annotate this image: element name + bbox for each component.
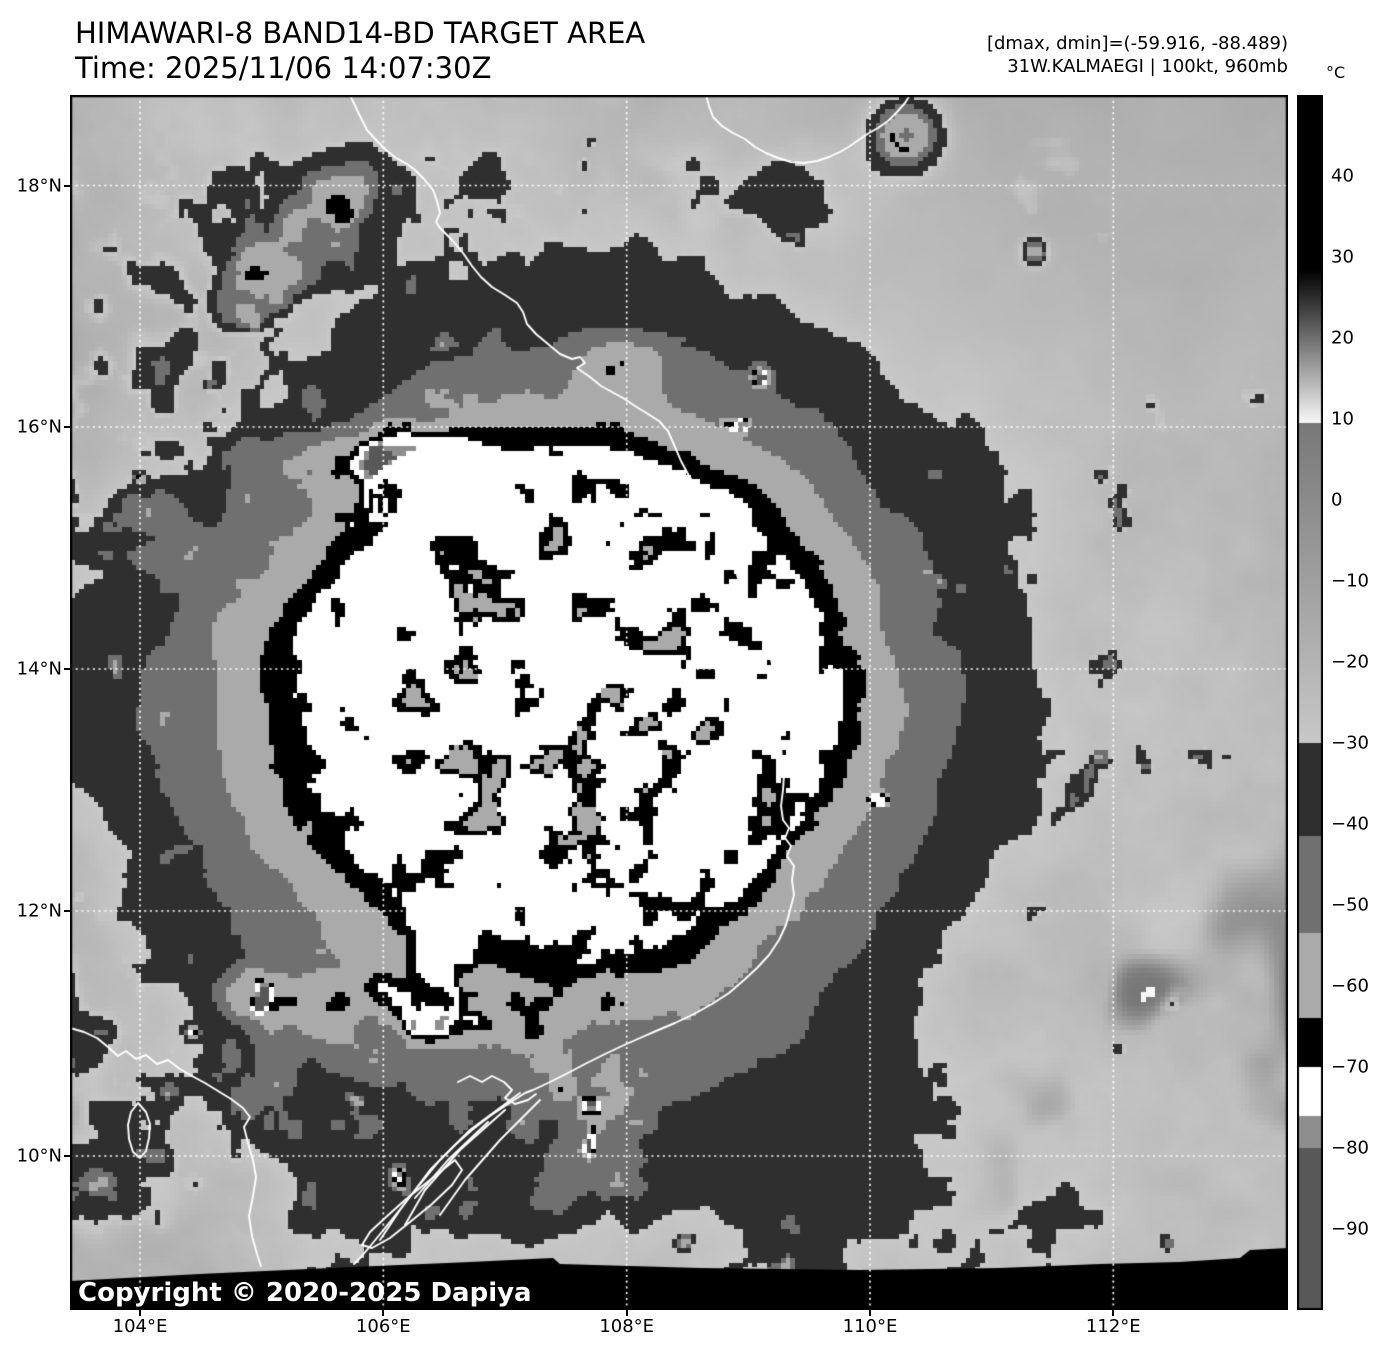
y-tick-mark: [64, 426, 70, 428]
y-tick-label: 16°N: [16, 416, 62, 438]
x-tick-mark: [382, 1310, 385, 1316]
x-tick-label: 112°E: [1085, 1316, 1141, 1337]
copyright-label: Copyright © 2020-2025 Dapiya: [78, 1278, 532, 1308]
dmax-dmin-label: [dmax, dmin]=(-59.916, -88.489): [986, 33, 1288, 54]
x-tick-label: 104°E: [112, 1316, 168, 1337]
colorbar-tick-label: 0: [1331, 489, 1343, 511]
x-tick-label: 106°E: [355, 1316, 411, 1337]
colorbar-tick-label: −70: [1331, 1056, 1369, 1078]
y-tick-label: 14°N: [16, 658, 62, 680]
x-tick-mark: [1112, 1310, 1115, 1316]
colorbar-tick-label: −90: [1331, 1218, 1369, 1240]
map-panel: Copyright © 2020-2025 Dapiya: [70, 95, 1288, 1310]
colorbar-tick-label: −30: [1331, 732, 1369, 754]
colorbar-tick-label: −40: [1331, 813, 1369, 835]
page-title: HIMAWARI-8 BAND14-BD TARGET AREA: [75, 16, 646, 50]
x-tick-mark: [625, 1310, 628, 1316]
satellite-image-canvas: [70, 95, 1288, 1310]
y-tick-mark: [64, 668, 70, 670]
time-label: Time: 2025/11/06 14:07:30Z: [75, 51, 492, 85]
y-tick-mark: [64, 1155, 70, 1157]
colorbar-tick-label: 10: [1331, 408, 1354, 430]
colorbar-unit-label: °C: [1326, 63, 1346, 82]
colorbar-tick-label: −80: [1331, 1137, 1369, 1159]
x-tick-label: 110°E: [842, 1316, 898, 1337]
y-tick-label: 18°N: [16, 175, 62, 196]
colorbar-tick-label: 30: [1331, 246, 1354, 268]
colorbar-tick-label: 20: [1331, 327, 1354, 349]
y-tick-label: 10°N: [16, 1145, 62, 1167]
x-tick-mark: [869, 1310, 871, 1316]
colorbar-tick-label: −20: [1331, 651, 1369, 673]
x-tick-label: 108°E: [599, 1316, 655, 1337]
colorbar-tick-label: 40: [1331, 165, 1354, 187]
colorbar-tick-label: −60: [1331, 975, 1369, 997]
y-tick-label: 12°N: [16, 900, 62, 922]
colorbar-tick-label: −10: [1331, 570, 1369, 592]
y-tick-mark: [64, 910, 70, 912]
y-tick-mark: [64, 184, 70, 187]
storm-info-label: 31W.KALMAEGI | 100kt, 960mb: [1007, 56, 1288, 77]
x-tick-mark: [139, 1310, 141, 1316]
colorbar: [1297, 95, 1323, 1310]
colorbar-tick-label: −50: [1331, 894, 1369, 916]
